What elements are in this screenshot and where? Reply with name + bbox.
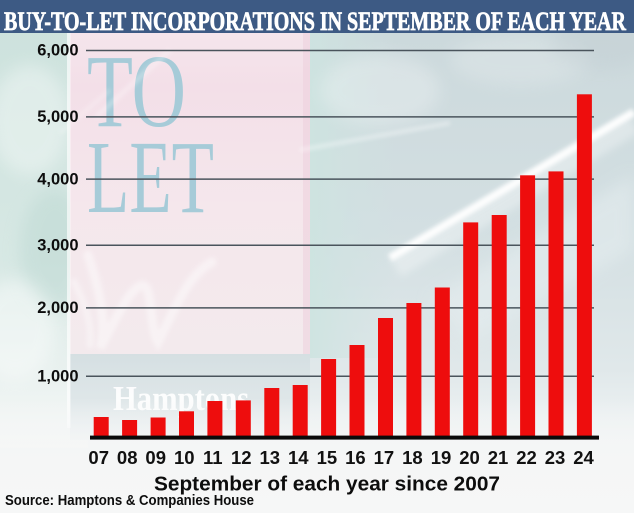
svg-text:Source: Hamptons & Companies H: Source: Hamptons & Companies House [5,493,254,509]
svg-text:4,000: 4,000 [37,170,78,188]
svg-text:21: 21 [488,447,509,468]
svg-text:16: 16 [345,447,366,468]
svg-text:24: 24 [573,447,594,468]
svg-text:18: 18 [402,447,423,468]
svg-text:11: 11 [203,447,223,468]
svg-text:17: 17 [374,447,395,468]
svg-text:5,000: 5,000 [37,108,78,126]
svg-text:10: 10 [174,447,195,468]
svg-text:LET: LET [87,120,214,235]
svg-text:September of each year since 2: September of each year since 2007 [154,472,500,495]
svg-text:15: 15 [317,447,338,468]
svg-text:2,000: 2,000 [37,299,78,317]
svg-text:BUY-TO-LET INCORPORATIONS IN S: BUY-TO-LET INCORPORATIONS IN SEPTEMBER O… [4,7,626,36]
svg-text:22: 22 [516,447,537,468]
svg-text:14: 14 [288,447,309,468]
svg-text:3,000: 3,000 [37,237,78,255]
svg-text:09: 09 [145,447,166,468]
svg-text:20: 20 [459,447,480,468]
svg-text:1,000: 1,000 [37,367,78,385]
svg-text:23: 23 [545,447,566,468]
svg-text:19: 19 [431,447,452,468]
svg-text:6,000: 6,000 [37,42,78,60]
svg-text:12: 12 [231,447,252,468]
svg-text:13: 13 [260,447,281,468]
svg-text:08: 08 [117,447,138,468]
svg-text:07: 07 [88,447,109,468]
